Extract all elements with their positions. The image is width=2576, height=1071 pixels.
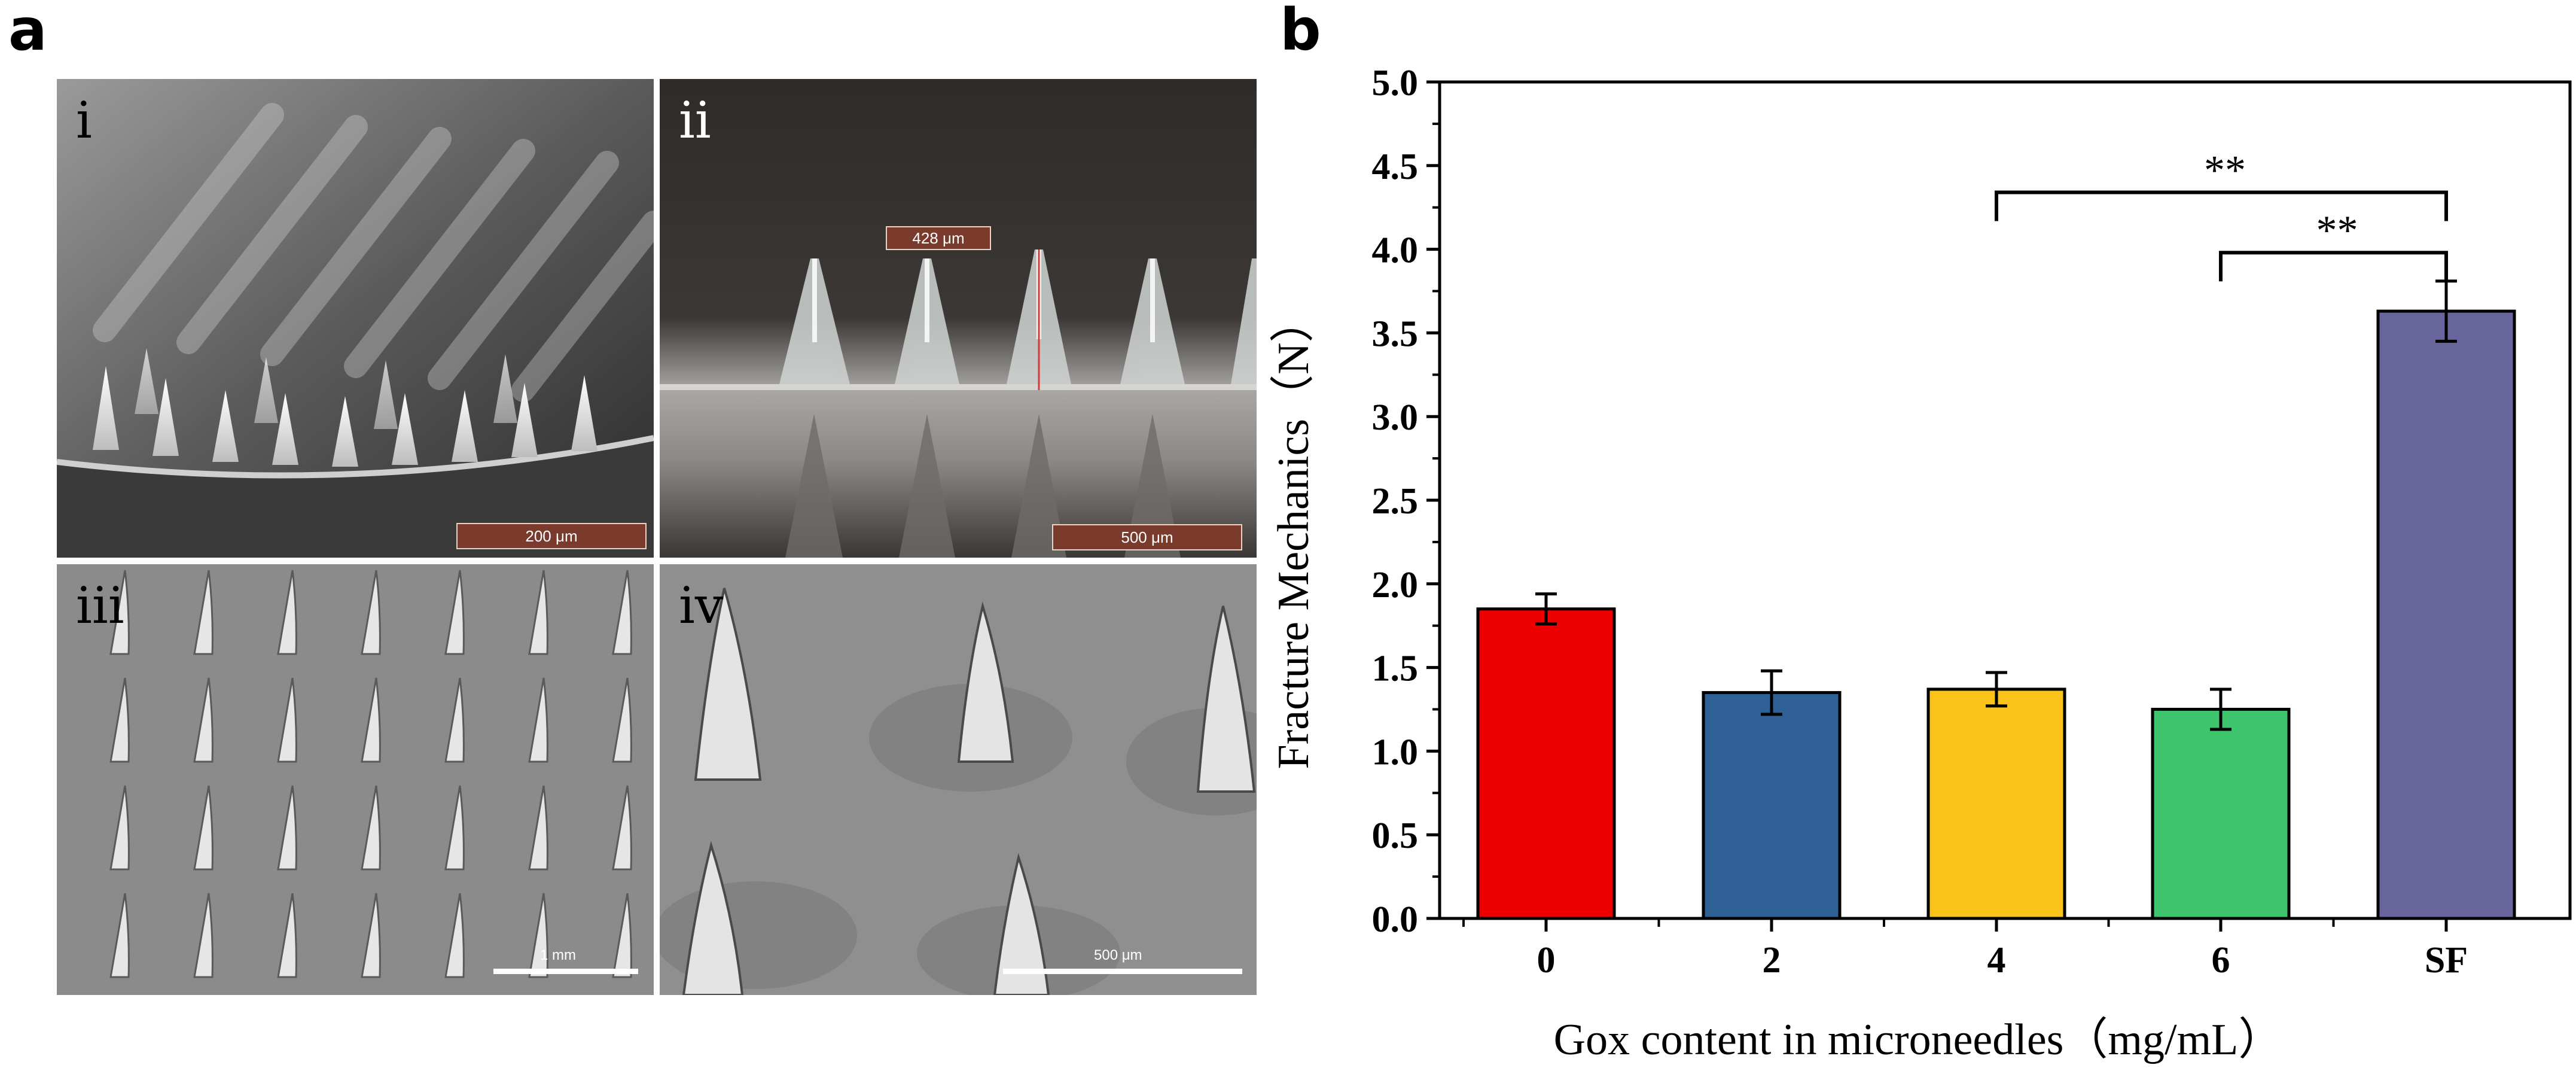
x-tick-label-6: 6 (2212, 940, 2230, 981)
panel-a-label: a (8, 0, 47, 63)
x-tick-label-SF: SF (2425, 940, 2468, 981)
y-tick-label: 2.0 (1372, 565, 1419, 606)
y-tick-label: 5.0 (1372, 63, 1419, 104)
bar-SF (2376, 309, 2516, 920)
bar-0 (1476, 607, 1616, 920)
photo-iv: iv 500 μm (660, 564, 1257, 995)
significance-label-1: ** (2204, 148, 2246, 194)
fracture-bar-chart: 0.0 0.5 1.0 1.5 2.0 2.5 3.0 3.5 4.0 4.5 5.0 0 2 4 6 SF *… (1269, 63, 2572, 1064)
photo-i-label: i (76, 91, 92, 150)
y-tick-label: 3.0 (1372, 397, 1419, 438)
y-tick-label: 2.5 (1372, 481, 1419, 522)
bar-2 (1702, 691, 1842, 920)
photo-i-scale-bar: 200 μm (456, 523, 647, 549)
bar-4 (1926, 687, 2066, 920)
x-tick-label-4: 4 (1987, 940, 2006, 981)
significance-bracket-1 (1995, 190, 2448, 221)
y-tick-label: 0.5 (1372, 816, 1419, 856)
photo-i: i 200 μm (57, 79, 654, 558)
photo-iii-scale-text: 1 mm (540, 947, 576, 963)
x-tick-label-2: 2 (1763, 940, 1781, 981)
photo-ii-label: ii (679, 91, 711, 150)
photo-iii-label: iii (76, 576, 124, 635)
photo-iii-scale-line (493, 969, 638, 974)
photo-iv-scale-text: 500 μm (1094, 947, 1142, 963)
y-tick-label: 0.0 (1372, 899, 1419, 940)
photo-ii: ii 428 μm 500 μm (660, 79, 1257, 558)
x-tick-label-0: 0 (1537, 940, 1556, 981)
y-tick-label: 1.0 (1372, 732, 1419, 772)
photo-ii-measurement: 428 μm (886, 226, 991, 250)
photo-iv-scale-line (1003, 969, 1242, 974)
y-axis-label: Fracture Mechanics（N） (1269, 298, 1318, 769)
bar-6 (2151, 708, 2291, 920)
significance-bracket-2 (2219, 251, 2448, 282)
photo-ii-scale-bar: 500 μm (1052, 524, 1242, 550)
photo-iv-label: iv (679, 576, 724, 635)
significance-label-2: ** (2316, 208, 2358, 254)
y-tick-label: 3.5 (1372, 314, 1419, 354)
panel-b-label: b (1280, 0, 1321, 63)
y-tick-label: 4.5 (1372, 147, 1419, 187)
photo-iii: iii 1 mm (57, 564, 654, 995)
y-tick-label: 1.5 (1372, 649, 1419, 689)
y-tick-label: 4.0 (1372, 230, 1419, 271)
x-axis-label: Gox content in microneedles（mg/mL） (1554, 1015, 2283, 1064)
